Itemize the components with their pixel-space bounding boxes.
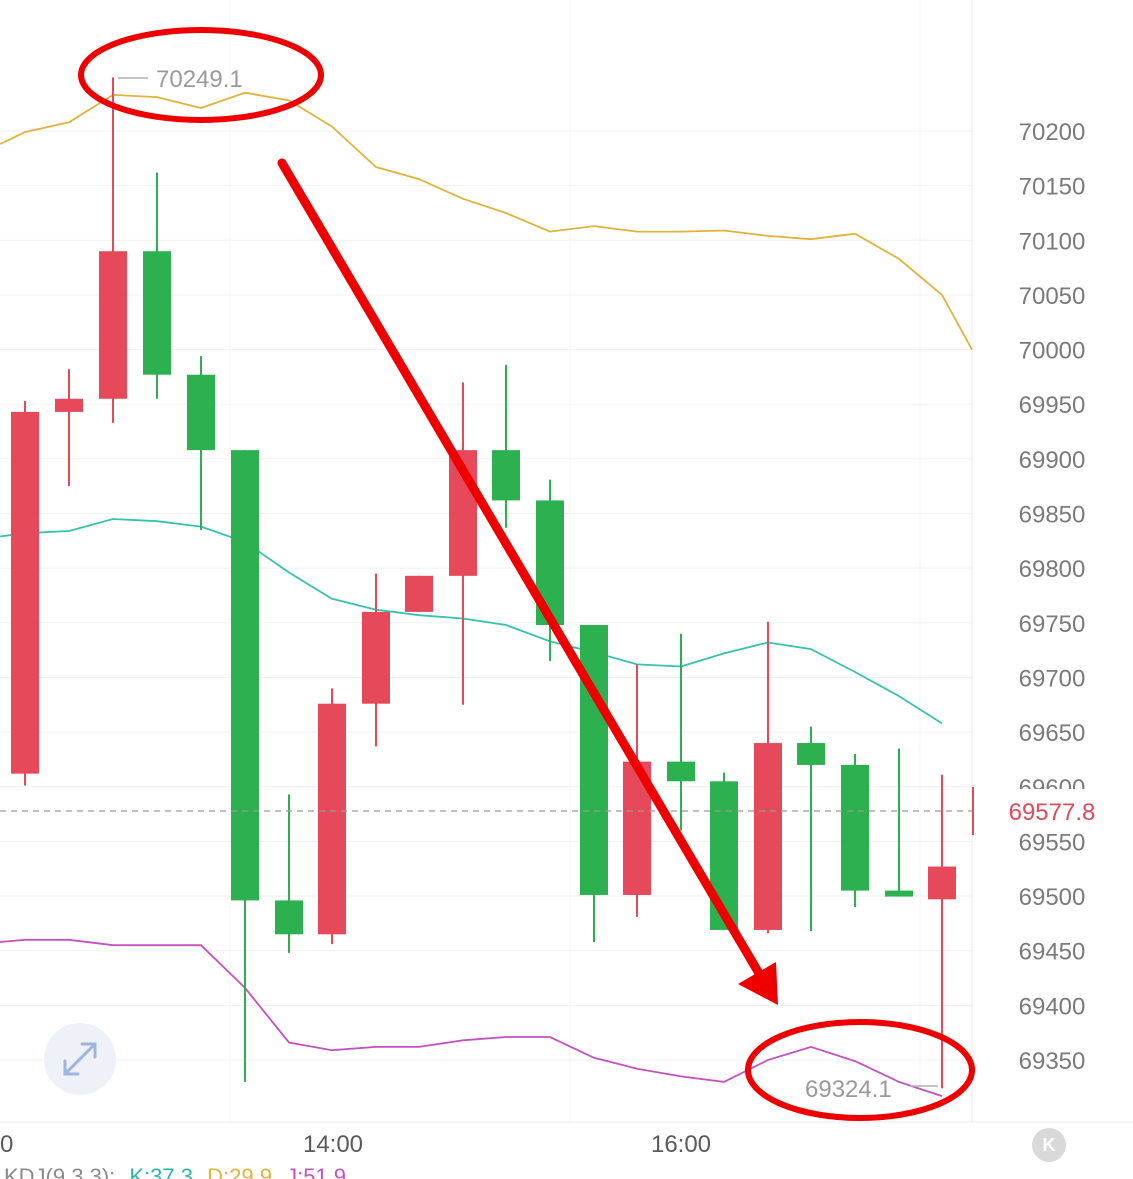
price-tick-label: 69900 xyxy=(1019,447,1086,474)
price-tick-label: 69450 xyxy=(1019,939,1086,966)
grid-lines xyxy=(0,130,972,1061)
candle xyxy=(362,573,390,747)
candle-body xyxy=(187,374,215,451)
candle xyxy=(667,633,695,831)
candle-body xyxy=(841,764,869,891)
price-tick-label: 69700 xyxy=(1019,665,1086,692)
candle-body xyxy=(405,575,433,612)
indicator-d-value: D:29.9 xyxy=(207,1164,272,1179)
candle-body xyxy=(362,611,390,704)
price-tick-label: 69800 xyxy=(1019,556,1086,583)
candle xyxy=(797,726,825,932)
candle xyxy=(885,748,913,897)
candle-body xyxy=(231,450,259,901)
expand-arrows-icon xyxy=(63,1042,97,1076)
candle xyxy=(11,400,39,786)
low-annotation: 69324.1 xyxy=(805,1076,938,1103)
k-badge-button[interactable]: K xyxy=(1032,1128,1066,1162)
time-axis: 0 14:00 16:00 xyxy=(0,1131,711,1158)
candle-body xyxy=(318,703,346,935)
candle xyxy=(841,753,869,907)
price-tick-label: 69850 xyxy=(1019,502,1086,529)
svg-text:KDJ(9,3,3): K:37.3: KDJ(9,3,3): K:37.3 D:29.9 J:51.9 xyxy=(4,1164,346,1179)
time-label: 14:00 xyxy=(303,1131,363,1158)
candle xyxy=(187,356,215,530)
indicator-j-value: J:51.9 xyxy=(286,1164,346,1179)
candle xyxy=(754,621,782,934)
price-tick-label: 69400 xyxy=(1019,993,1086,1020)
candle xyxy=(275,794,303,953)
candle-body xyxy=(928,866,956,900)
price-tick-label: 69950 xyxy=(1019,392,1086,419)
candle-body xyxy=(11,411,39,774)
candle xyxy=(55,369,83,487)
candle-body xyxy=(754,743,782,930)
candle-body xyxy=(885,890,913,897)
low-price-label: 69324.1 xyxy=(805,1076,892,1103)
price-tick-label: 69550 xyxy=(1019,829,1086,856)
price-tick-label: 69650 xyxy=(1019,720,1086,747)
price-tick-label: 69350 xyxy=(1019,1048,1086,1075)
time-label: 16:00 xyxy=(651,1131,711,1158)
low-circle-annotation xyxy=(745,1019,975,1121)
current-price-badge xyxy=(974,789,1132,834)
candle xyxy=(318,688,346,945)
price-tick-label: 70150 xyxy=(1019,174,1086,201)
candle-body xyxy=(580,625,608,895)
candle-body xyxy=(797,743,825,765)
price-tick-label: 69750 xyxy=(1019,611,1086,638)
candle-body xyxy=(55,398,83,412)
candle-body xyxy=(143,251,171,375)
candle xyxy=(231,450,259,1082)
bollinger-bands xyxy=(0,91,973,1097)
candle-body xyxy=(667,761,695,782)
price-tick-label: 70000 xyxy=(1019,338,1086,365)
candle-body xyxy=(99,251,127,399)
candle xyxy=(449,382,477,705)
downtrend-arrow-shaft xyxy=(277,158,765,980)
bollinger-upper-line xyxy=(0,91,973,351)
downtrend-arrow-head xyxy=(738,962,778,1005)
price-tick-label: 70050 xyxy=(1019,283,1086,310)
drawn-annotations xyxy=(78,27,975,1121)
high-circle-annotation xyxy=(78,27,324,123)
candle xyxy=(405,575,433,612)
current-price-label: 69577.8 xyxy=(1009,799,1096,826)
candles xyxy=(11,77,956,1089)
bollinger-lower-line xyxy=(0,938,943,1097)
expand-chart-button[interactable] xyxy=(44,1023,116,1095)
candle-body xyxy=(492,450,520,501)
high-price-label: 70249.1 xyxy=(156,66,243,93)
candle xyxy=(143,172,171,399)
price-axis-labels: 70200 70150 70100 70050 70000 69950 69900 69850… xyxy=(1019,119,1086,1075)
time-label: 0 xyxy=(0,1131,13,1158)
candle-body xyxy=(275,900,303,935)
candle xyxy=(492,364,520,528)
high-annotation: 70249.1 xyxy=(118,66,243,93)
price-tick-label: 69500 xyxy=(1019,884,1086,911)
indicator-k-value: K:37.3 xyxy=(129,1164,193,1179)
price-tick-label: 70100 xyxy=(1019,228,1086,255)
price-tick-label: 70200 xyxy=(1019,119,1086,146)
indicator-title: KDJ(9,3,3): xyxy=(4,1164,115,1179)
candle xyxy=(99,77,127,423)
indicator-legend: KDJ(9,3,3): K:37.3 D:29.9 J:51.9 xyxy=(4,1164,346,1179)
current-price-marker: 69577.8 xyxy=(0,787,1132,836)
